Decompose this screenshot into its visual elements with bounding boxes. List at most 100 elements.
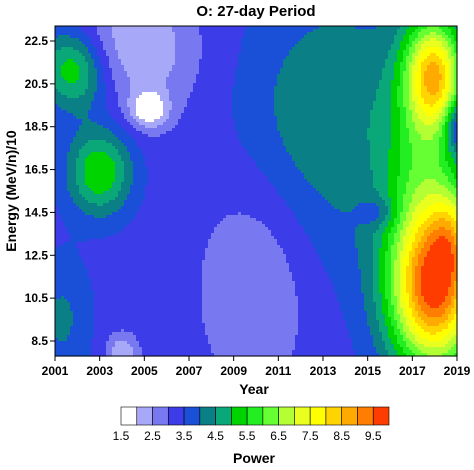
heatmap-cell: [415, 110, 425, 114]
heatmap-cell: [412, 215, 419, 219]
heatmap-cell: [370, 146, 392, 150]
heatmap-cell: [127, 341, 140, 345]
heatmap-cell: [445, 68, 449, 72]
heatmap-cell: [175, 38, 203, 42]
heatmap-cell: [388, 209, 392, 213]
heatmap-cell: [388, 149, 401, 153]
heatmap-cell: [337, 296, 365, 300]
heatmap-cell: [421, 62, 431, 66]
heatmap-cell: [238, 53, 290, 57]
heatmap-cell: [448, 74, 452, 78]
heatmap-cell: [256, 164, 296, 168]
heatmap-cell: [403, 236, 410, 240]
heatmap-cell: [424, 74, 443, 78]
heatmap-cell: [445, 107, 449, 111]
heatmap-cell: [82, 41, 92, 45]
heatmap-cell: [427, 218, 440, 222]
heatmap-cell: [97, 203, 104, 207]
heatmap-cell: [61, 218, 134, 222]
heatmap-cell: [421, 86, 428, 90]
heatmap-cell: [439, 80, 446, 84]
heatmap-cell: [406, 113, 413, 117]
heatmap-cell: [451, 200, 458, 204]
heatmap-cell: [403, 89, 410, 93]
heatmap-cell: [451, 302, 455, 306]
heatmap-cell: [391, 143, 401, 147]
heatmap-cell: [91, 152, 107, 156]
heatmap-cell: [232, 95, 275, 99]
heatmap-cell: [373, 275, 380, 279]
heatmap-cell: [118, 194, 128, 198]
heatmap-cell: [157, 92, 170, 96]
heatmap-cell: [265, 224, 302, 228]
heatmap-cell: [340, 308, 365, 312]
heatmap-cell: [409, 317, 416, 321]
heatmap-cell: [115, 134, 131, 138]
heatmap-cell: [442, 35, 449, 39]
heatmap-cell: [361, 281, 374, 285]
heatmap-cell: [391, 212, 398, 216]
heatmap-cell: [412, 287, 416, 291]
heatmap-cell: [454, 284, 458, 288]
heatmap-cell: [445, 158, 455, 162]
heatmap-cell: [409, 134, 422, 138]
heatmap-cell: [400, 212, 407, 216]
heatmap-cell: [235, 71, 281, 75]
heatmap-cell: [286, 149, 371, 153]
heatmap-cell: [283, 59, 386, 63]
heatmap-cell: [298, 221, 371, 225]
heatmap-cell: [415, 335, 422, 339]
heatmap-cell: [91, 101, 107, 105]
heatmap-cell: [451, 281, 455, 285]
colorbar-swatch: [120, 406, 138, 426]
heatmap-cell: [112, 29, 173, 33]
heatmap-cell: [202, 41, 242, 45]
heatmap-cell: [397, 209, 404, 213]
heatmap-cell: [448, 119, 452, 123]
heatmap-cell: [202, 260, 287, 264]
heatmap-cell: [70, 194, 83, 198]
heatmap-cell: [400, 239, 404, 243]
heatmap-cell: [370, 125, 392, 129]
heatmap-cell: [454, 203, 458, 207]
heatmap-cell: [439, 125, 443, 129]
heatmap-cell: [448, 176, 455, 180]
heatmap-cell: [412, 110, 416, 114]
heatmap-cell: [262, 170, 302, 174]
heatmap-cell: [130, 155, 146, 159]
heatmap-cell: [394, 305, 398, 309]
heatmap-cell: [145, 185, 275, 189]
heatmap-cell: [298, 305, 341, 309]
heatmap-cell: [436, 119, 443, 123]
heatmap-cell: [232, 107, 275, 111]
heatmap-cell: [184, 107, 233, 111]
heatmap-cell: [454, 110, 458, 114]
heatmap-cell: [409, 314, 413, 318]
heatmap-cell: [400, 44, 407, 48]
heatmap-cell: [424, 260, 455, 264]
heatmap-cell: [121, 110, 131, 114]
heatmap-cell: [382, 308, 389, 312]
heatmap-cell: [133, 350, 143, 354]
heatmap-cell: [442, 107, 446, 111]
heatmap-cell: [322, 194, 380, 198]
heatmap-cell: [136, 107, 164, 111]
heatmap-cell: [427, 314, 443, 318]
heatmap-cell: [448, 287, 455, 291]
heatmap-cell: [439, 83, 446, 87]
heatmap-cell: [172, 101, 188, 105]
heatmap-cell: [88, 50, 98, 54]
heatmap-cell: [421, 248, 431, 252]
heatmap-cell: [397, 323, 404, 327]
heatmap-cell: [412, 116, 419, 120]
heatmap-cell: [76, 167, 86, 171]
heatmap-cell: [85, 44, 95, 48]
heatmap-cell: [448, 89, 452, 93]
heatmap-cell: [133, 170, 149, 174]
heatmap-cell: [109, 59, 122, 63]
heatmap-cell: [373, 281, 380, 285]
heatmap-cell: [448, 149, 455, 153]
heatmap-cell: [445, 59, 452, 63]
heatmap-cell: [445, 110, 449, 114]
heatmap-cell: [277, 128, 368, 132]
